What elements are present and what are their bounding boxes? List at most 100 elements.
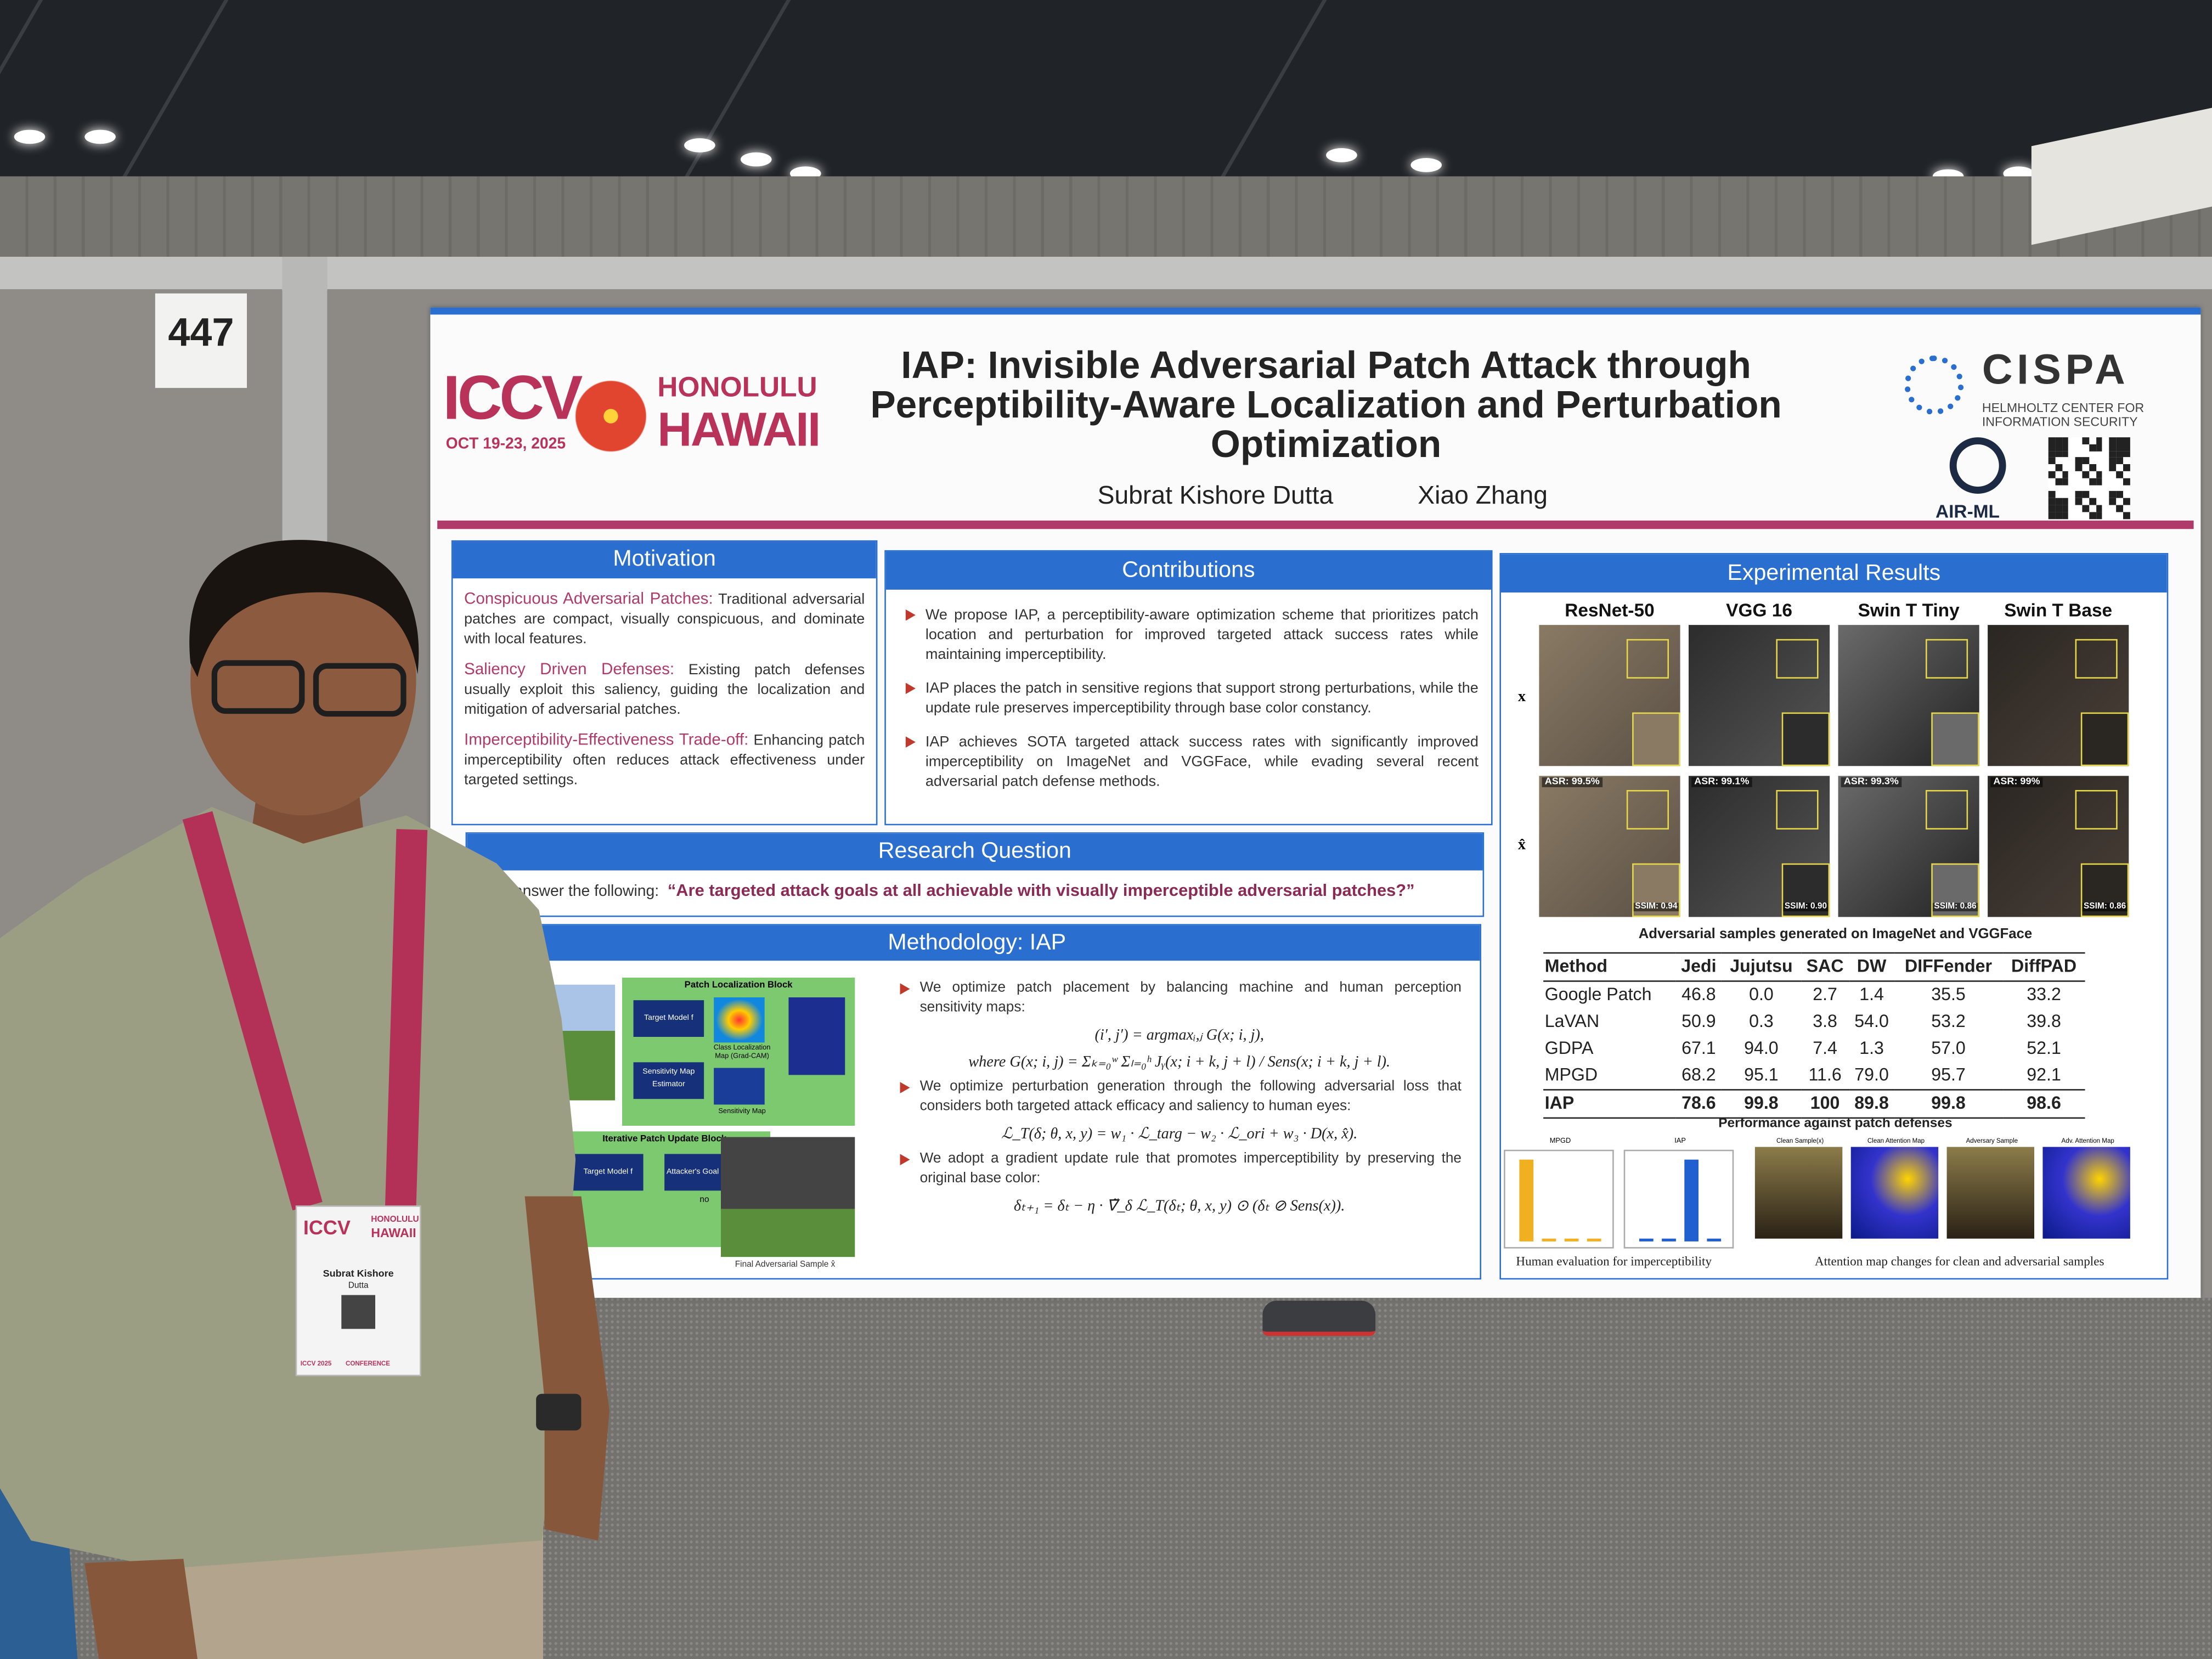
cispa-ring [1904,356,1964,415]
asr-label: ASR: 99.5% [1542,777,1602,787]
table-cell: 99.8 [1744,1093,1779,1113]
table-cell: 35.5 [1931,984,1966,1005]
glasses [313,663,407,717]
conference-name: ICCV [443,364,583,433]
qr-cell [2062,505,2069,512]
asr-label: ASR: 99.3% [1841,777,1902,787]
bullet-item: We adopt a gradient update rule that pro… [897,1150,1462,1189]
caption: Human evaluation for imperceptibility [1516,1254,1712,1268]
ssim-label: SSIM: 0.86 [2082,902,2128,912]
badge-card [295,1205,421,1376]
section-title: Methodology: IAP [474,925,1480,961]
item-text: Enhancing patch imperceptibility often r… [464,732,865,789]
formula: ℒ_T(δ; θ, x, y) = w₁ · ℒ_targ − w₂ · ℒ_o… [1001,1126,1358,1143]
chart-title: MPGD [1549,1137,1571,1146]
qr-cell [2123,450,2130,458]
figure-map [714,997,765,1043]
qr-cell [2116,471,2123,478]
divider [437,520,2194,529]
qr-cell [2082,458,2089,465]
badge-city: HONOLULU [371,1216,419,1224]
table-header: DiffPAD [2011,956,2077,977]
figure-label: Sensitivity Map [718,1107,766,1116]
section-title: Experimental Results [1501,554,2167,592]
model-name: ResNet-50 [1565,599,1655,621]
table-cell: 1.4 [1859,984,1884,1005]
hair [189,540,419,678]
item-text: Existing patch defenses usually exploit … [464,662,865,718]
table-cell: 7.4 [1813,1038,1837,1058]
figure-label: Class Localization Map (Grad-CAM) [713,1043,771,1061]
figure-box: Attacker's Goal [664,1154,721,1191]
bullet-item: We optimize patch placement by balancing… [897,979,1462,1019]
table-header: Jedi [1681,956,1717,977]
table-cell: 94.0 [1744,1038,1779,1058]
qr-cell [2062,450,2069,458]
motivation: Motivation Conspicuous Adversarial Patche… [451,540,878,826]
ceiling-light [1326,148,1357,162]
qr-cell [2116,458,2123,465]
chart-title: IAP [1674,1137,1686,1146]
table-cell: 52.1 [2027,1038,2061,1058]
item-text: We adopt a gradient update rule that pro… [919,1151,1462,1187]
table-cell: 46.8 [1681,984,1716,1005]
badge-conference: ICCV [303,1216,351,1239]
table-cell: MPGD [1544,1065,1598,1085]
conference-dates: OCT 19-23, 2025 [445,436,566,453]
bar [1587,1238,1601,1242]
table-cell: 1.3 [1859,1038,1884,1058]
bar [1519,1159,1534,1242]
table-cell: 50.9 [1681,1011,1716,1031]
shoe [1262,1300,1376,1336]
qr-cell [2089,444,2096,451]
section-title: Research Question [467,833,1483,871]
qr-cell [2123,498,2130,505]
results-table: Method Jedi Jujutsu SAC DW DIFFender DiffPAD Go… [1543,952,2085,1119]
qr-cell [2062,498,2069,505]
bullet-item: IAP achieves SOTA targeted attack succes… [903,732,1479,792]
patch-zoom [1632,712,1680,766]
table-cell: 2.7 [1813,984,1837,1005]
institution-subtitle: HELMHOLTZ CENTER FOR INFORMATION SECURIT… [1982,400,2145,429]
table-cell: 100 [1810,1093,1840,1113]
qr-cell [2116,505,2123,512]
paragraph: Conspicuous Adversarial Patches: Traditi… [464,590,865,649]
badge-state: HAWAII [371,1226,416,1240]
qr-cell [2062,444,2069,451]
figure-label: Final Adversarial Sample x̂ [735,1261,836,1270]
figure-box: Target Model f [633,1000,704,1037]
item-text: Traditional adversarial patches are comp… [464,591,865,648]
table-header-row: Method Jedi Jujutsu SAC DW DIFFender DiffPAD [1543,953,2085,981]
qr-cell [2109,491,2117,499]
ceiling-light [1410,158,1442,172]
table-cell: 11.6 [1808,1065,1842,1085]
qr-cell [2048,437,2056,444]
attention-image [1754,1147,1843,1239]
item-text: IAP places the patch in sensitive region… [925,680,1479,717]
qr-cell [2096,471,2103,478]
qr-cell [2089,498,2096,505]
table-cell: 98.6 [2027,1093,2061,1113]
poster-title: IAP: Invisible Adversarial Patch Attack … [870,344,1782,466]
ceiling-light [84,129,116,144]
table-row: LaVAN 50.9 0.3 3.8 54.0 53.2 39.8 [1543,1009,2085,1036]
table-cell: 39.8 [2027,1011,2061,1031]
author: Xiao Zhang [1418,481,1548,510]
qr-cell [2109,464,2117,471]
bar-chart: IAP [1623,1137,1734,1249]
section-title: Motivation [453,541,876,579]
table-row: Google Patch 46.8 0.0 2.7 1.4 35.5 33.2 [1543,981,2085,1008]
lanyard [385,829,428,1207]
table-cell: IAP [1544,1093,1575,1113]
question: “Are targeted attack goals at all achiev… [667,880,1415,900]
qr-cell [2055,498,2062,505]
qr-cell [2055,478,2062,485]
qr-cell [2123,464,2130,471]
qr-cell [2116,444,2123,451]
attention-image [1946,1147,2034,1239]
qr-cell [2123,511,2130,519]
research-question: Research Question We answer the following… [465,832,1485,917]
patch-box [1776,639,1819,679]
